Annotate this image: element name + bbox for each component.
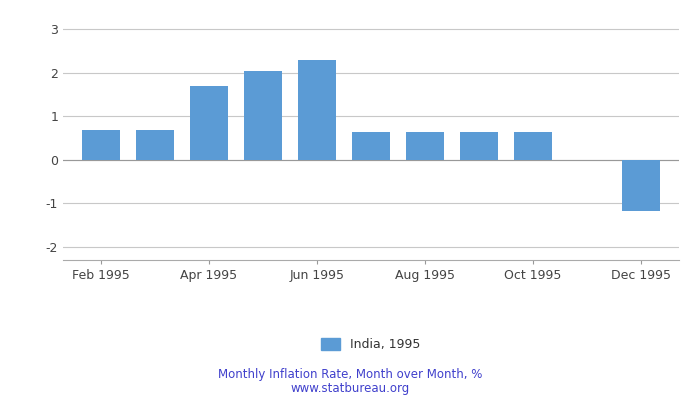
Bar <box>622 160 660 211</box>
Bar <box>82 130 120 160</box>
Bar <box>514 132 552 160</box>
Text: www.statbureau.org: www.statbureau.org <box>290 382 410 395</box>
Bar <box>460 132 498 160</box>
Bar <box>244 71 282 160</box>
Legend: India, 1995: India, 1995 <box>316 333 426 356</box>
Bar <box>136 130 174 160</box>
Bar <box>298 60 336 160</box>
Bar <box>406 132 444 160</box>
Text: Monthly Inflation Rate, Month over Month, %: Monthly Inflation Rate, Month over Month… <box>218 368 482 381</box>
Bar <box>190 86 228 160</box>
Bar <box>352 132 390 160</box>
